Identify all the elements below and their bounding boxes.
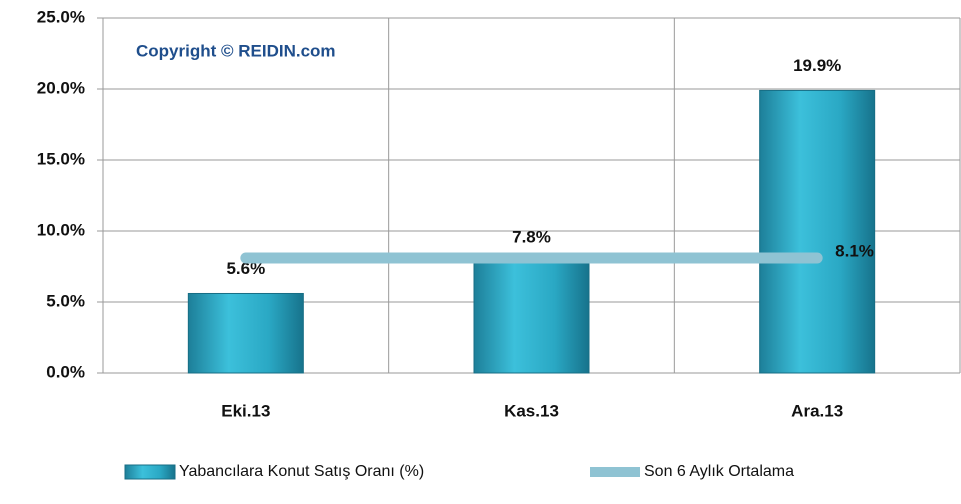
copyright: Copyright © REIDIN.com	[136, 41, 336, 60]
bar	[759, 89, 876, 374]
x-tick-label: Ara.13	[791, 401, 843, 420]
y-tick-label: 10.0%	[37, 220, 85, 239]
x-tick-label: Kas.13	[504, 401, 559, 420]
legend-label: Yabancılara Konut Satış Oranı (%)	[179, 463, 424, 480]
bar-value-label: 7.8%	[512, 228, 551, 247]
x-tick-label: Eki.13	[221, 401, 270, 420]
bar-value-label: 19.9%	[793, 56, 841, 75]
legend-swatch	[124, 464, 176, 480]
y-tick-label: 15.0%	[37, 149, 85, 168]
y-tick-label: 0.0%	[46, 362, 85, 381]
bar-value-label: 5.6%	[226, 259, 265, 278]
y-tick-label: 20.0%	[37, 78, 85, 97]
bar	[187, 292, 304, 374]
y-tick-label: 25.0%	[37, 7, 85, 26]
y-tick-label: 5.0%	[46, 291, 85, 310]
line-value-label: 8.1%	[835, 241, 874, 260]
legend-label: Son 6 Aylık Ortalama	[644, 463, 794, 480]
bar	[473, 261, 590, 374]
